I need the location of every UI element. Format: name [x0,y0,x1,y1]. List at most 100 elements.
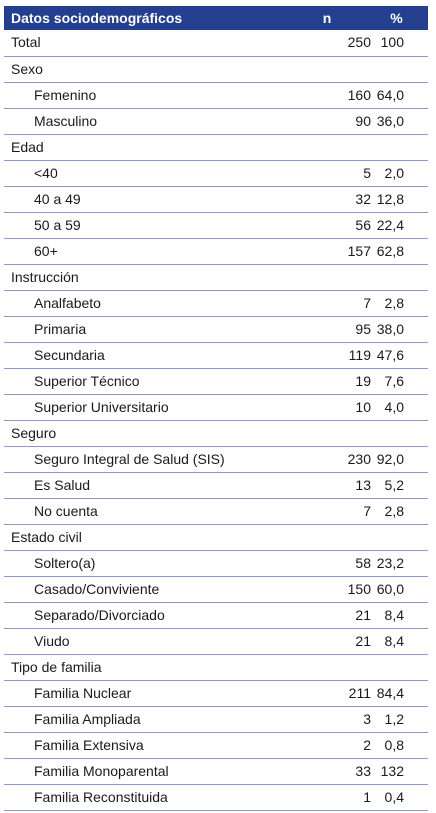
table-row: Familia Extensiva 2 0,8 [4,732,428,758]
row-n-value: 19 [355,372,371,389]
row-n-cell: 58 [271,550,371,576]
row-n-value: 10 [355,398,371,415]
row-percent-value: 47,6 [376,346,404,363]
row-label: Superior Técnico [34,372,140,389]
row-n-cell: 7 [271,290,371,316]
row-n-cell [271,134,371,160]
table-row: Familia Ampliada 3 1,2 [4,706,428,732]
row-n-cell: 56 [271,212,371,238]
row-label: Seguro [11,424,57,441]
table-group-row: Total 250 100 [4,30,428,56]
row-n-cell: 1 [271,784,371,810]
table-row: Familia Nuclear 211 84,4 [4,680,428,706]
row-percent-value [371,524,428,550]
table-row: Viudo 21 8,4 [4,628,428,654]
table-group-row: Edad [4,134,428,160]
row-percent-value: 22,4 [376,216,404,233]
row-n-cell: 10 [271,394,371,420]
row-n-cell: 119 [271,342,371,368]
row-n-cell: 13 [271,472,371,498]
row-n-value: 1 [363,788,371,805]
row-label: Familia Extensiva [34,736,144,753]
row-n-value: 230 [347,450,371,467]
row-n-cell: 21 [271,628,371,654]
row-n-cell: 160 [271,82,371,108]
row-label: 50 a 59 [34,216,81,233]
header-n: n [322,10,332,26]
row-n-value: 95 [355,320,371,337]
row-n-value: 160 [347,86,371,103]
row-label: Total [11,34,41,51]
row-percent-value: 38,0 [376,320,404,337]
table-row: Superior Universitario 10 4,0 [4,394,428,420]
row-label: Separado/Divorciado [34,606,165,623]
table-row: 60+ 157 62,8 [4,238,428,264]
row-label: Instrucción [11,268,79,285]
row-n-cell: 230 [271,446,371,472]
row-label: Viudo [34,632,70,649]
row-n-cell: 32 [271,186,371,212]
row-percent-value: 84,4 [376,684,404,701]
row-percent-value: 7,6 [384,372,404,389]
row-percent-value: 60,0 [376,580,404,597]
row-n-value: 21 [355,632,371,649]
row-n-cell: 150 [271,576,371,602]
row-percent-value: 36,0 [376,112,404,129]
row-percent-value [371,264,428,290]
row-percent-value: 2,8 [384,502,404,519]
row-n-value: 21 [355,606,371,623]
row-label: Es Salud [34,476,91,493]
table-row: Familia Monoparental 33 132 [4,758,428,784]
row-n-cell: 21 [271,602,371,628]
row-percent-value: 8,4 [384,632,404,649]
row-label: Familia Ampliada [34,710,141,727]
table-row: 40 a 49 32 12,8 [4,186,428,212]
row-percent-value: 5,2 [384,476,404,493]
table-group-row: Instrucción [4,264,428,290]
row-label: Sexo [11,60,43,77]
row-percent-value [371,134,428,160]
row-label: Primaria [34,320,87,337]
row-n-cell: 2 [271,732,371,758]
row-n-value: 7 [363,502,371,519]
row-n-value: 58 [355,554,371,571]
row-label: Tipo de familia [11,658,102,675]
row-label: Femenino [34,86,97,103]
header-row: Datos sociodemográficos n % [4,6,428,30]
row-percent-value: 92,0 [376,450,404,467]
row-n-cell: 7 [271,498,371,524]
table-row: Seguro Integral de Salud (SIS) 230 92,0 [4,446,428,472]
row-percent-value: 132 [380,762,404,779]
row-n-cell [271,56,371,82]
row-n-cell: 95 [271,316,371,342]
row-n-value: 211 [348,684,371,701]
row-n-value: 56 [355,216,371,233]
table-group-row: Sexo [4,56,428,82]
row-percent-value [371,654,428,680]
row-percent-value: 0,4 [384,788,404,805]
row-percent-value: 8,4 [384,606,404,623]
table-row: Casado/Conviviente 150 60,0 [4,576,428,602]
row-label: Casado/Conviviente [34,580,160,597]
table-group-row: Tipo de familia [4,654,428,680]
row-n-cell [271,420,371,446]
row-label: Familia Monoparental [34,762,169,779]
row-label: 40 a 49 [34,190,81,207]
row-n-cell [271,524,371,550]
row-percent-value: 1,2 [384,710,404,727]
row-n-value: 5 [363,164,371,181]
row-n-cell: 33 [271,758,371,784]
row-label: <40 [34,164,58,181]
row-label: Soltero(a) [34,554,96,571]
row-n-cell: 157 [271,238,371,264]
row-n-cell: 3 [271,706,371,732]
row-label: Seguro Integral de Salud (SIS) [34,450,225,467]
table-row: Femenino 160 64,0 [4,82,428,108]
row-n-cell: 211 [271,680,371,706]
table-row: Secundaria 119 47,6 [4,342,428,368]
table-body: Total 250 100 Sexo Femenino 160 64,0 Masculino 9… [4,30,428,810]
row-label: Analfabeto [34,294,101,311]
row-percent-value: 4,0 [384,398,404,415]
row-n-value: 119 [348,346,371,363]
table-row: <40 5 2,0 [4,160,428,186]
